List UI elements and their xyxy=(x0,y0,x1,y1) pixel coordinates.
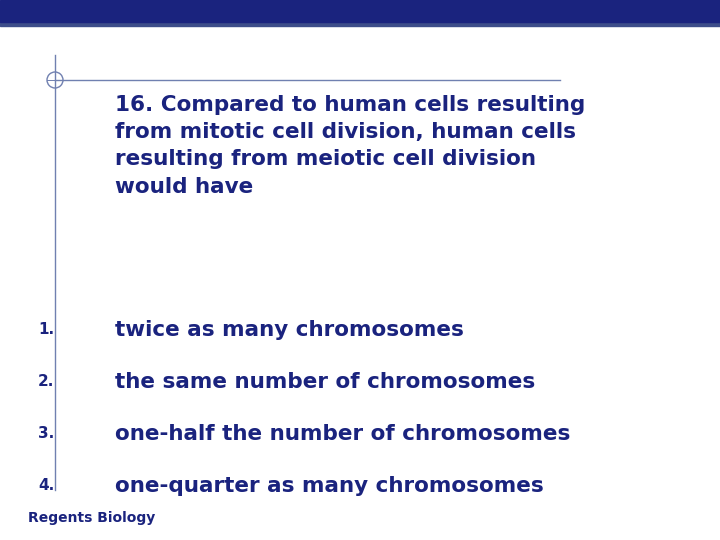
Text: Regents Biology: Regents Biology xyxy=(28,511,156,525)
Text: twice as many chromosomes: twice as many chromosomes xyxy=(115,320,464,340)
Bar xyxy=(0,0,720,22)
Text: 3.: 3. xyxy=(38,427,54,442)
Text: one-quarter as many chromosomes: one-quarter as many chromosomes xyxy=(115,476,544,496)
Text: one-half the number of chromosomes: one-half the number of chromosomes xyxy=(115,424,570,444)
Bar xyxy=(0,22,720,26)
Text: the same number of chromosomes: the same number of chromosomes xyxy=(115,372,535,392)
Text: 16. Compared to human cells resulting
from mitotic cell division, human cells
re: 16. Compared to human cells resulting fr… xyxy=(115,95,585,197)
Text: 2.: 2. xyxy=(38,375,55,389)
Text: 4.: 4. xyxy=(38,478,54,494)
Text: 1.: 1. xyxy=(38,322,54,338)
